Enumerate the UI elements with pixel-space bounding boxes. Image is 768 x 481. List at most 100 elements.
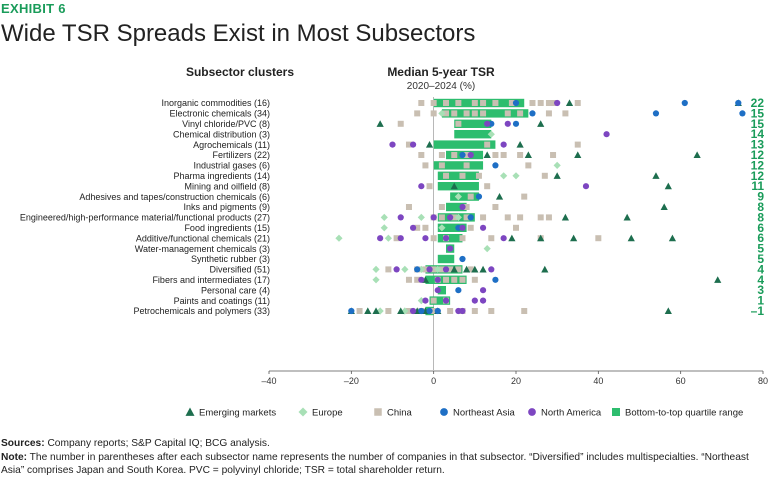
marker-am: [447, 214, 454, 221]
subsector-label: Vinyl chloride/PVC (8): [182, 119, 270, 129]
marker-cn: [504, 214, 511, 221]
marker-cn: [463, 110, 470, 117]
chart-notes: Sources: Company reports; S&P Capital IQ…: [1, 437, 767, 478]
median-tsr-value: 3: [757, 283, 764, 297]
marker-cn: [574, 141, 581, 148]
marker-am: [582, 183, 590, 190]
marker-cn: [443, 276, 450, 283]
marker-am: [393, 266, 400, 273]
marker-cn: [438, 214, 445, 221]
x-tick-label: –40: [261, 376, 276, 386]
quartile-range-bar: [433, 161, 484, 170]
marker-am: [488, 266, 495, 273]
marker-cn: [541, 172, 548, 179]
marker-cn: [430, 110, 437, 117]
legend-marker-na: [440, 408, 448, 416]
marker-am: [397, 235, 404, 242]
marker-cn: [488, 235, 495, 242]
marker-cn: [521, 308, 528, 314]
marker-cn: [525, 162, 532, 169]
marker-na: [414, 266, 421, 273]
marker-am: [479, 287, 487, 294]
marker-am: [554, 99, 561, 107]
marker-em: [479, 265, 487, 273]
marker-cn: [455, 266, 462, 273]
marker-eu: [372, 265, 380, 273]
marker-na: [459, 151, 466, 159]
marker-cn: [475, 172, 482, 179]
marker-cn: [537, 100, 544, 106]
marker-cn: [484, 141, 491, 148]
marker-cn: [488, 308, 495, 314]
median-tsr-value: 1: [757, 294, 764, 308]
marker-em: [693, 151, 701, 159]
marker-em: [508, 234, 516, 242]
median-tsr-value: 8: [757, 210, 764, 224]
marker-cn: [430, 297, 437, 304]
median-tsr-value: 6: [757, 231, 764, 245]
marker-cn: [422, 266, 429, 273]
marker-em: [397, 307, 405, 315]
marker-cn: [405, 276, 412, 283]
marker-am: [500, 235, 507, 242]
subsector-label: Fibers and intermediates (17): [152, 275, 270, 285]
marker-na: [529, 110, 536, 117]
marker-na: [434, 307, 441, 315]
marker-am: [426, 266, 433, 273]
marker-am: [459, 224, 466, 231]
marker-cn: [545, 214, 552, 221]
marker-am: [500, 141, 507, 148]
marker-em: [376, 120, 384, 127]
legend-label-na: Northeast Asia: [453, 408, 515, 419]
marker-na: [492, 162, 499, 169]
subsector-label: Paints and coatings (11): [174, 296, 270, 306]
quartile-range-bar: [437, 171, 479, 180]
subsector-label: Electronic chemicals (34): [169, 109, 270, 119]
right-column-subheader: 2020–2024 (%): [407, 81, 475, 92]
marker-am: [442, 297, 450, 304]
quartile-range-bar: [437, 234, 463, 243]
marker-eu: [335, 234, 343, 242]
marker-cn: [521, 193, 528, 200]
median-tsr-value: 6: [757, 221, 764, 235]
marker-eu: [487, 130, 495, 138]
quartile-range-bar: [437, 286, 447, 295]
marker-na: [492, 276, 499, 283]
median-tsr-value: 15: [751, 117, 765, 131]
marker-cn: [443, 100, 450, 106]
marker-eu: [438, 224, 446, 232]
tsr-spread-chart: Subsector clusters Median 5-year TSR 2020–…: [20, 65, 768, 419]
marker-em: [652, 172, 660, 179]
legend-label-eu: Europe: [312, 408, 343, 419]
quartile-range-bar: [437, 182, 479, 191]
marker-cn: [471, 308, 478, 314]
marker-na: [475, 193, 483, 200]
legend-label-bar: Bottom-to-top quartile range: [625, 408, 743, 419]
marker-em: [553, 172, 561, 179]
marker-am: [418, 183, 425, 190]
marker-em: [668, 234, 677, 242]
marker-am: [447, 245, 454, 252]
subsector-label: Inks and pigments (9): [183, 202, 270, 212]
marker-am: [422, 235, 429, 242]
legend-marker-bar: [612, 408, 620, 416]
median-tsr-value: 12: [751, 169, 765, 183]
median-tsr-value: 5: [757, 252, 764, 266]
marker-am: [442, 266, 450, 273]
marker-em: [561, 213, 569, 221]
subsector-label: Engineered/high-performance material/fun…: [20, 213, 270, 223]
marker-em: [537, 234, 545, 242]
marker-am: [418, 276, 425, 283]
marker-am: [434, 276, 441, 283]
x-tick-label: 80: [758, 376, 768, 386]
x-tick-label: –20: [344, 376, 359, 386]
marker-em: [623, 213, 631, 221]
marker-em: [574, 151, 582, 159]
marker-cn: [422, 224, 429, 231]
marker-na: [512, 99, 520, 107]
marker-cn: [356, 308, 363, 314]
marker-am: [603, 131, 610, 138]
marker-em: [463, 265, 471, 273]
marker-cn: [492, 204, 499, 210]
marker-cn: [550, 100, 557, 106]
